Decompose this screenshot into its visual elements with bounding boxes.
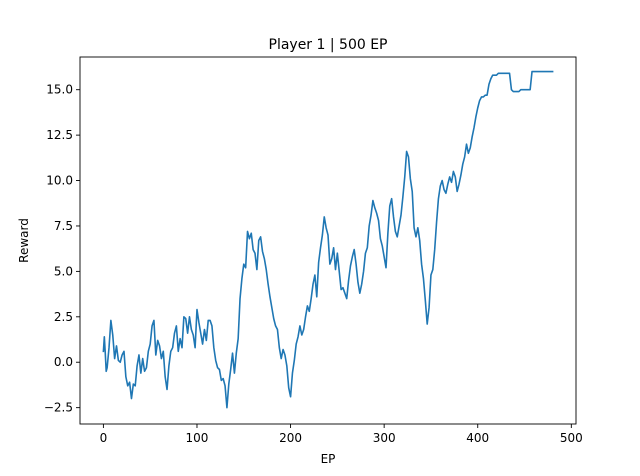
y-axis-ticks: −2.5 0.0 2.5 5.0 7.5 10.0 12.5 15.0 xyxy=(44,83,80,415)
y-tick-label: 5.0 xyxy=(54,264,73,278)
x-axis-label: EP xyxy=(321,452,336,466)
chart-title: Player 1 | 500 EP xyxy=(269,37,388,53)
plot-frame xyxy=(79,56,577,425)
x-tick-label: 0 xyxy=(100,431,108,445)
plot-area xyxy=(79,56,577,425)
y-tick-label: 10.0 xyxy=(46,174,73,188)
series-line xyxy=(102,70,554,409)
y-axis-label: Reward xyxy=(17,218,31,263)
x-tick-label: 100 xyxy=(186,431,209,445)
y-tick-label: 7.5 xyxy=(54,219,73,233)
x-tick-label: 400 xyxy=(466,431,489,445)
x-tick-label: 200 xyxy=(279,431,302,445)
x-axis-ticks: 0 100 200 300 400 500 xyxy=(100,424,583,445)
y-tick-label: −2.5 xyxy=(44,401,73,415)
x-tick-label: 500 xyxy=(560,431,583,445)
y-tick-label: 2.5 xyxy=(54,310,73,324)
y-tick-label: 0.0 xyxy=(54,355,73,369)
y-tick-label: 12.5 xyxy=(46,128,73,142)
y-tick-label: 15.0 xyxy=(46,83,73,97)
x-tick-label: 300 xyxy=(373,431,396,445)
